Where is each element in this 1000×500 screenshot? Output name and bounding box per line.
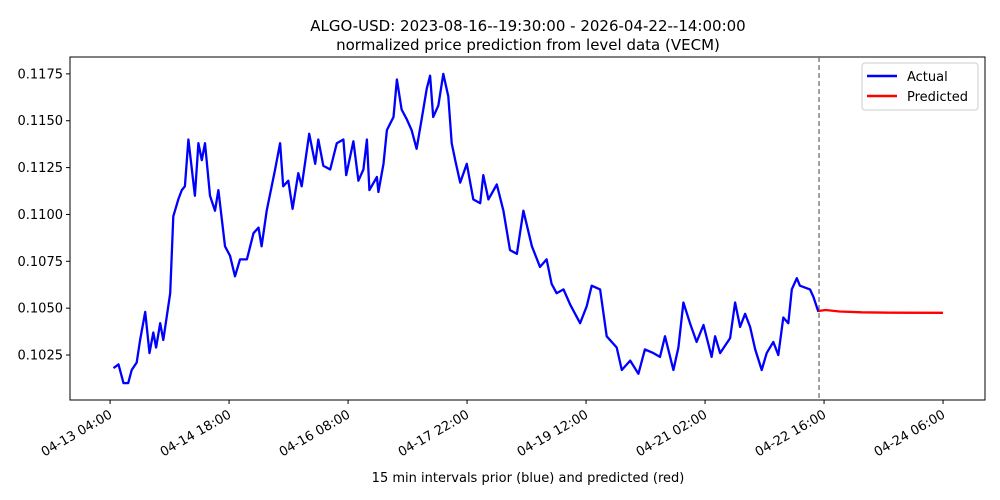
y-tick-label: 0.1175 (18, 67, 64, 82)
y-axis: 0.1025 0.1050 0.1075 0.1100 0.1125 0.1150 0.11… (18, 67, 70, 364)
y-tick-label: 0.1150 (18, 114, 64, 129)
x-tick-label: 04-17 22:00 (396, 407, 472, 460)
x-tick-label: 04-14 18:00 (158, 407, 234, 460)
series-line-actual (112, 72, 820, 385)
x-tick-label: 04-13 04:00 (39, 407, 115, 460)
x-tick-label: 04-21 02:00 (634, 407, 710, 460)
y-tick-label: 0.1125 (18, 161, 64, 176)
y-tick-label: 0.1025 (18, 349, 64, 364)
series-lines (112, 72, 944, 385)
y-tick-label: 0.1050 (18, 302, 64, 317)
x-axis-label: 15 min intervals prior (blue) and predic… (372, 471, 685, 486)
legend: Actual Predicted (861, 62, 979, 111)
y-tick-label: 0.1075 (18, 255, 64, 270)
x-tick-label: 04-16 08:00 (277, 407, 353, 460)
chart-subtitle: normalized price prediction from level d… (336, 36, 720, 54)
x-axis: 04-13 04:00 04-14 18:00 04-16 08:00 04-17 2… (39, 400, 948, 460)
y-tick-label: 0.1100 (18, 208, 64, 223)
legend-label-predicted: Predicted (907, 90, 968, 105)
legend-label-actual: Actual (907, 70, 948, 85)
x-tick-label: 04-19 12:00 (515, 407, 591, 460)
x-tick-label: 04-24 06:00 (872, 407, 948, 460)
chart-title: ALGO-USD: 2023-08-16--19:30:00 - 2026-04… (310, 17, 745, 35)
series-line-predicted (818, 308, 944, 314)
x-tick-label: 04-22 16:00 (753, 407, 829, 460)
